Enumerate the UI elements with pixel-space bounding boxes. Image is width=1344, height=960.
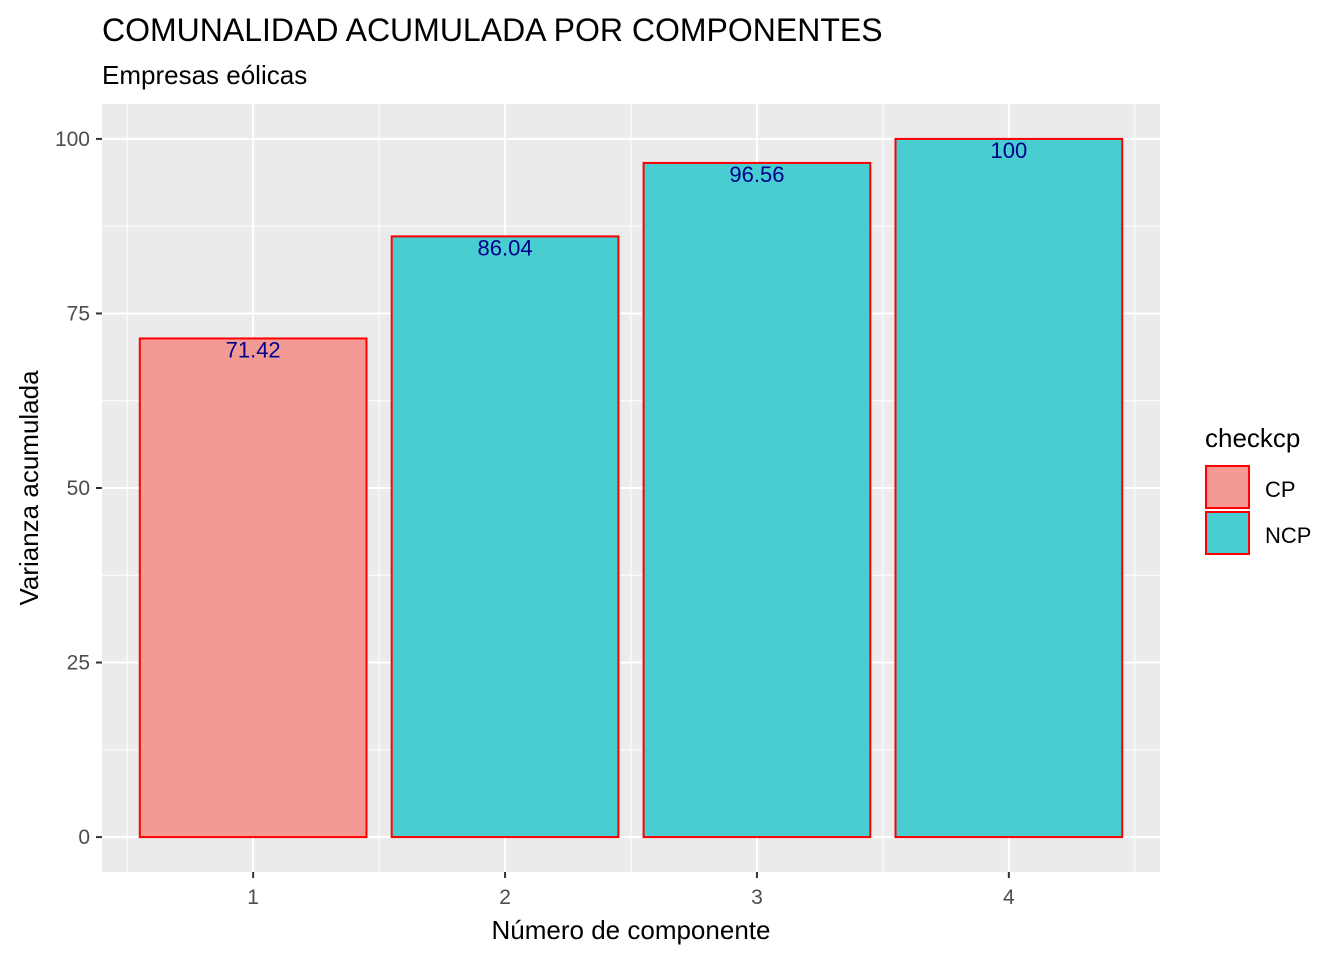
chart-title: COMUNALIDAD ACUMULADA POR COMPONENTES: [102, 12, 883, 48]
x-tick-label: 2: [499, 886, 511, 909]
x-tick-label: 4: [1003, 886, 1015, 909]
bar-2: [390, 235, 620, 839]
legend-label-cp: CP: [1265, 477, 1296, 502]
data-label-2: 86.04: [478, 235, 533, 260]
bar-3: [642, 161, 872, 839]
legend-label-ncp: NCP: [1265, 523, 1311, 548]
y-tick-label: 50: [67, 477, 90, 500]
legend-item-ncp: NCP: [1205, 511, 1311, 555]
x-tick-label: 1: [247, 886, 259, 909]
legend-item-cp: CP: [1205, 465, 1296, 509]
data-label-3: 96.56: [729, 162, 784, 187]
x-tick-label: 3: [751, 886, 763, 909]
y-tick-label: 75: [67, 302, 90, 325]
axes: 0 25 50 75 100 1 2 3 4: [55, 128, 1015, 909]
legend-key-cp: [1205, 465, 1250, 509]
data-label-1: 71.42: [226, 337, 281, 362]
y-axis-label: Varianza acumulada: [14, 370, 44, 606]
x-axis-label: Número de componente: [492, 915, 771, 945]
bars: 71.42 86.04 96.56 100: [138, 137, 1124, 839]
bar-1: [138, 337, 368, 839]
y-tick-label: 0: [78, 826, 90, 849]
legend-key-ncp: [1205, 511, 1250, 555]
chart-subtitle: Empresas eólicas: [102, 60, 307, 90]
bar-4: [894, 137, 1124, 839]
y-tick-label: 25: [67, 652, 90, 675]
y-tick-label: 100: [55, 128, 90, 151]
data-label-4: 100: [990, 138, 1027, 163]
legend-title: checkcp: [1205, 423, 1300, 453]
